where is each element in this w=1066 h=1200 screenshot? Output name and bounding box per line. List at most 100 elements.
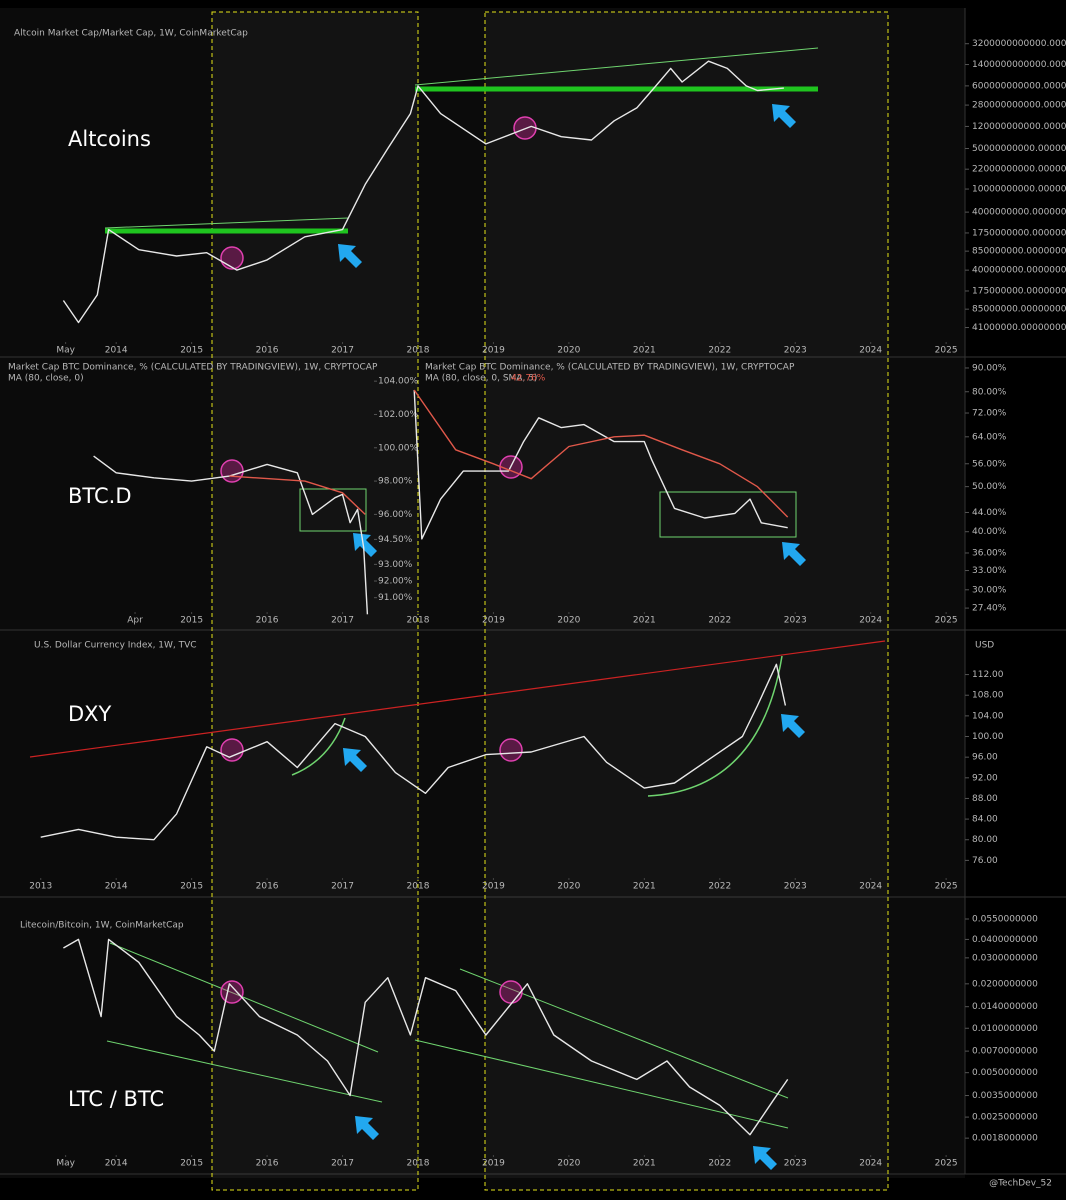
arrows (338, 104, 806, 1170)
x-tick-label: 2017 (331, 1159, 354, 1169)
y-tick-label: 41000000.0000000000 (972, 323, 1066, 333)
y-tick-label: 0.0300000000 (972, 953, 1038, 963)
panel-label: DXY (68, 702, 112, 726)
panel-title: Market Cap BTC Dominance, % (CALCULATED … (8, 363, 378, 373)
annotation: Market Cap BTC Dominance, % (CALCULATED … (425, 363, 795, 373)
x-tick-label: 2019 (482, 1159, 505, 1169)
y-tick-label: 280000000000.0000000000 (972, 101, 1066, 111)
y-tick-label: 108.00 (972, 691, 1004, 701)
x-tick-label: 2022 (708, 616, 731, 626)
x-tick-label: 2016 (256, 616, 279, 626)
x-tick-label: 2021 (633, 616, 656, 626)
y-tick-label: 64.00% (972, 432, 1007, 442)
x-tick-label: May (56, 346, 75, 356)
y-tick-label: 0.0050000000 (972, 1068, 1038, 1078)
y-tick-label: 0.0035000000 (972, 1091, 1038, 1101)
x-tick-label: 2020 (557, 1159, 580, 1169)
y-tick-label: 85000000.0000000000 (972, 305, 1066, 315)
x-tick-label: 2018 (407, 616, 430, 626)
x-tick-label: 2024 (859, 616, 882, 626)
y-tick-label: 72.00% (972, 409, 1007, 419)
y-tick-label: 3200000000000.0000000000 (972, 39, 1066, 49)
panel-title: Litecoin/Bitcoin, 1W, CoinMarketCap (20, 921, 184, 931)
series-line (93, 455, 369, 615)
y-tick-label: 100.00 (972, 732, 1004, 742)
y2-tick-label: 102.00% (378, 410, 418, 420)
x-tick-label: May (56, 1159, 75, 1169)
y-tick-label: 850000000.0000000000 (972, 247, 1066, 257)
y-tick-label: 80.00% (972, 387, 1007, 397)
y-tick-label: 10000000000.0000000000 (972, 185, 1066, 195)
highlight-windows (211, 11, 889, 1191)
x-tick-label: 2013 (29, 882, 52, 892)
x-tick-label: 2023 (784, 1159, 807, 1169)
y-tick-label: 1400000000000.0000000000 (972, 60, 1066, 70)
x-tick-label: 2025 (935, 882, 958, 892)
x-tick-label: 2016 (256, 1159, 279, 1169)
x-tick-label: 2018 (407, 346, 430, 356)
x-tick-label: 2021 (633, 882, 656, 892)
y-tick-label: 27.40% (972, 604, 1007, 614)
x-tick-label: 2025 (935, 346, 958, 356)
y-tick-label: 4000000000.0000000000 (972, 208, 1066, 218)
y-tick-label: 90.00% (972, 363, 1007, 373)
y-tick-label: 104.00 (972, 711, 1004, 721)
y-tick-label: 175000000.0000000000 (972, 286, 1066, 296)
series-line (40, 663, 787, 841)
x-tick-label: 2015 (180, 1159, 203, 1169)
x-tick-label: 2024 (859, 346, 882, 356)
y-tick-label: 112.00 (972, 670, 1004, 680)
y-tick-label: 120000000000.0000000000 (972, 122, 1066, 132)
y-tick-label: 400000000.0000000000 (972, 266, 1066, 276)
y-tick-label: 33.00% (972, 566, 1007, 576)
x-tick-label: 2018 (407, 1159, 430, 1169)
x-tick-label: 2021 (633, 346, 656, 356)
panel-title: U.S. Dollar Currency Index, 1W, TVC (34, 641, 197, 651)
x-tick-label: 2025 (935, 1159, 958, 1169)
y-tick-label: 0.0025000000 (972, 1113, 1038, 1123)
y-tick-label: 1750000000.0000000000 (972, 228, 1066, 238)
annotation: MA (80, close, 0) (8, 374, 84, 384)
y-tick-label: 0.0400000000 (972, 935, 1038, 945)
y2-tick-label: 100.00% (378, 443, 418, 453)
y-tick-label: 44.00% (972, 508, 1007, 518)
panel-label: LTC / BTC (68, 1087, 164, 1111)
y-tick-label: 600000000000.0000000000 (972, 81, 1066, 91)
x-tick-label: 2022 (708, 346, 731, 356)
y-tick-label: 92.00 (972, 773, 998, 783)
y-tick-label: 0.0018000000 (972, 1134, 1038, 1144)
y-tick-label: 30.00% (972, 585, 1007, 595)
y-tick-label: 80.00 (972, 835, 998, 845)
plot-area (0, 8, 965, 1178)
annotation: 42.76% (511, 374, 546, 384)
y-tick-label: 56.00% (972, 459, 1007, 469)
y-tick-label: 84.00 (972, 815, 998, 825)
series-line (413, 389, 789, 518)
x-tick-label: 2014 (105, 346, 128, 356)
panel-title: Altcoin Market Cap/Market Cap, 1W, CoinM… (14, 29, 248, 39)
trend-lines (29, 47, 886, 1129)
x-tick-label: 2018 (407, 882, 430, 892)
series-line (413, 389, 788, 540)
y-tick-label: 40.00% (972, 527, 1007, 537)
y-tick-label: 96.00 (972, 753, 998, 763)
x-tick-label: 2017 (331, 616, 354, 626)
x-tick-label: 2019 (482, 616, 505, 626)
x-tick-label: 2017 (331, 346, 354, 356)
panel-label: Altcoins (68, 127, 151, 151)
y-tick-label: 0.0100000000 (972, 1024, 1038, 1034)
y-tick-label: 0.0070000000 (972, 1047, 1038, 1057)
x-tick-label: 2016 (256, 882, 279, 892)
y-tick-label: 0.0200000000 (972, 979, 1038, 989)
x-tick-label: 2017 (331, 882, 354, 892)
y-tick-label: 22000000000.0000000000 (972, 165, 1066, 175)
x-tick-label: 2025 (935, 616, 958, 626)
x-tick-label: 2023 (784, 616, 807, 626)
annotation: MA (80, close, 0, SMA, 5) (425, 374, 537, 384)
y-tick-label: 76.00 (972, 856, 998, 866)
x-tick-label: 2015 (180, 616, 203, 626)
x-tick-label: 2022 (708, 882, 731, 892)
y2-tick-label: 98.00% (378, 477, 413, 487)
x-tick-label: 2024 (859, 882, 882, 892)
